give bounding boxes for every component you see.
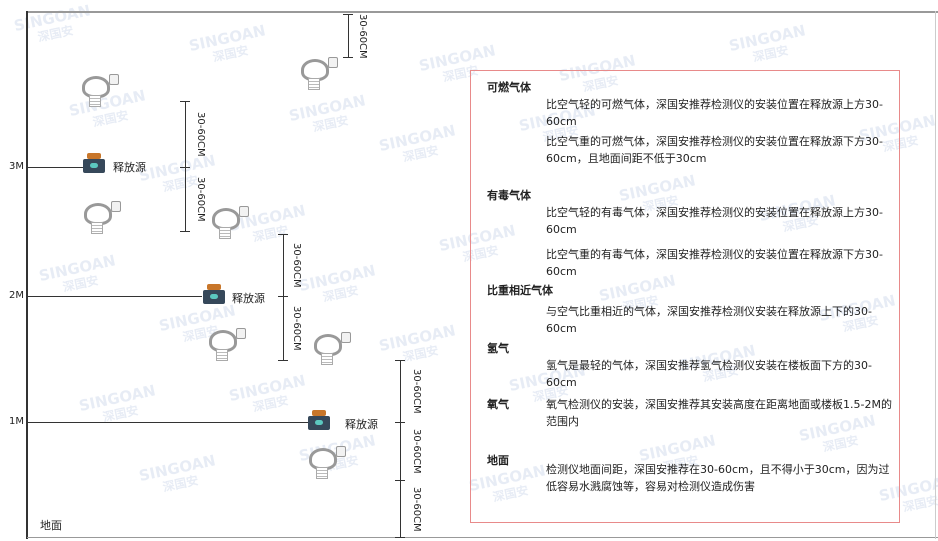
level-3m: 3M (9, 161, 24, 172)
dimension-tick (343, 57, 353, 58)
section-paragraph: 氧气检测仪的安装，深国安推荐其安装高度在距离地面或楼板1.5-2M的范围内 (546, 398, 892, 428)
floor-line (27, 537, 938, 538)
dimension-tick (395, 360, 405, 361)
dimension-tick (180, 231, 190, 232)
dimension-label: 30-60CM (195, 177, 206, 222)
dimension-line (283, 234, 284, 296)
release-source-label: 释放源 (345, 418, 378, 431)
section-heading: 氧气 (487, 398, 509, 411)
dimension-label: 30-60CM (291, 243, 302, 288)
level-1m-line (27, 422, 308, 423)
ceiling-line (27, 11, 938, 13)
section-paragraph: 检测仪地面间距，深国安推荐在30-60cm，且不得小于30cm，因为过低容易水溅… (546, 463, 890, 493)
section-paragraph: 比空气轻的有毒气体，深国安推荐检测仪的安装位置在释放源上方30-60cm (546, 206, 883, 236)
wall-line (26, 11, 28, 539)
section-paragraph: 比空气重的可燃气体，深国安推荐检测仪的安装位置在释放源下方30-60cm，且地面… (546, 135, 883, 165)
section-heading: 比重相近气体 (487, 284, 553, 297)
section-heading: 可燃气体 (487, 81, 531, 94)
dimension-tick (180, 101, 190, 102)
dimension-label: 30-60CM (411, 486, 422, 532)
release-source-icon (308, 410, 330, 430)
dimension-label: 30-60CM (195, 112, 206, 157)
release-source-icon (83, 153, 105, 173)
release-source-label: 释放源 (232, 292, 265, 305)
gas-detector-icon (78, 74, 119, 107)
dimension-line (348, 14, 349, 57)
gas-detector-icon (297, 57, 338, 90)
gas-detector-icon (305, 446, 346, 479)
section-paragraph: 与空气比重相近的气体，深国安推荐检测仪安装在释放源上下的30-60cm (546, 305, 872, 335)
dimension-tick (395, 422, 405, 423)
release-source-label: 释放源 (113, 161, 146, 174)
dimension-tick (278, 234, 288, 235)
section-paragraph: 比空气轻的可燃气体，深国安推荐检测仪的安装位置在释放源上方30-60cm (546, 98, 883, 128)
dimension-tick (278, 360, 288, 361)
section-paragraph: 氢气是最轻的气体，深国安推荐氢气检测仪安装在楼板面下方的30-60cm (546, 359, 872, 389)
ground-label: 地面 (40, 519, 62, 532)
dimension-label: 30-60CM (411, 429, 422, 474)
dimension-label: 30-60CM (291, 306, 302, 351)
gas-detector-icon (80, 201, 121, 234)
dimension-tick (180, 167, 190, 168)
dimension-label: 30-60CM (411, 369, 422, 414)
dimension-tick (278, 296, 288, 297)
dimension-line (283, 296, 284, 360)
dimension-line (400, 480, 401, 537)
gas-detector-icon (208, 206, 249, 239)
section-heading: 地面 (487, 454, 509, 467)
guidance-textbox: 可燃气体比空气轻的可燃气体，深国安推荐检测仪的安装位置在释放源上方30-60cm… (470, 70, 900, 523)
level-1m: 1M (9, 416, 24, 427)
dimension-line (400, 360, 401, 422)
gas-detector-icon (205, 328, 246, 361)
dimension-tick (395, 537, 405, 538)
dimension-label: 30-60CM (357, 13, 368, 59)
gas-detector-icon (310, 332, 351, 365)
section-heading: 氢气 (487, 342, 509, 355)
section-heading: 有毒气体 (487, 189, 531, 202)
release-source-icon (203, 284, 225, 304)
section-paragraph: 比空气重的有毒气体，深国安推荐检测仪的安装位置在释放源下方30-60cm (546, 248, 883, 278)
level-2m-line (27, 296, 202, 297)
dimension-tick (343, 14, 353, 15)
dimension-line (185, 167, 186, 231)
level-3m-line (27, 167, 83, 168)
dimension-line (400, 422, 401, 480)
dimension-line (185, 101, 186, 167)
dimension-tick (395, 480, 405, 481)
level-2m: 2M (9, 290, 24, 301)
right-wall (935, 11, 936, 539)
